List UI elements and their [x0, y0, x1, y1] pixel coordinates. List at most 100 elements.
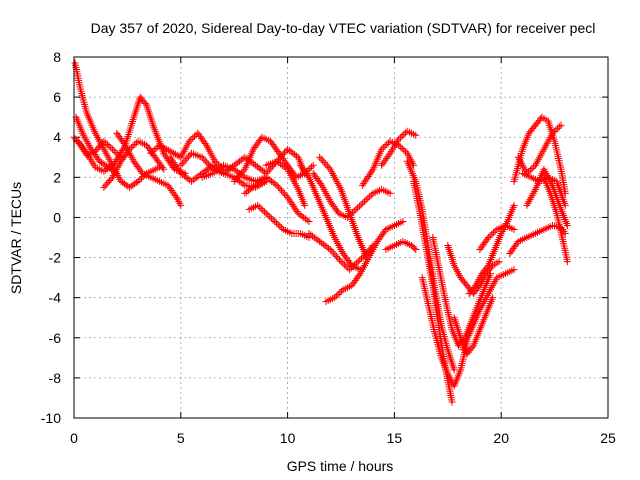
data-point: [395, 135, 403, 143]
data-point-marker: [321, 242, 329, 250]
data-point-marker: [187, 136, 195, 144]
data-point: [305, 229, 313, 237]
data-point-marker: [203, 158, 211, 166]
data-point-marker: [555, 123, 563, 131]
data-point-marker: [233, 174, 241, 182]
data-point: [273, 157, 281, 165]
data-point: [284, 145, 292, 153]
x-tick-label: 5: [177, 430, 185, 446]
data-point-marker: [264, 175, 272, 183]
data-point-marker: [107, 162, 115, 170]
x-tick-label: 20: [493, 430, 509, 446]
data-point-marker: [277, 187, 285, 195]
data-point-marker: [310, 234, 318, 241]
data-point-marker: [150, 146, 158, 154]
data-point: [448, 398, 456, 406]
data-point-marker: [137, 174, 145, 182]
data-point: [510, 201, 518, 209]
data-point-marker: [275, 159, 283, 167]
data-point-marker: [396, 134, 404, 142]
data-point-marker: [82, 148, 90, 156]
data-point-marker: [94, 156, 102, 164]
data-point-marker: [322, 160, 330, 168]
data-point-marker: [398, 132, 406, 140]
data-point-marker: [267, 214, 275, 222]
data-point-marker: [163, 145, 171, 153]
data-point-marker: [282, 192, 290, 200]
data-point: [548, 129, 556, 137]
data-point-marker: [175, 152, 183, 160]
data-point-marker: [202, 167, 210, 175]
y-tick-label: -2: [49, 250, 62, 266]
data-point-marker: [274, 221, 282, 229]
data-point: [209, 169, 217, 177]
data-point: [252, 161, 260, 169]
data-point-marker: [364, 194, 372, 202]
data-point-marker: [293, 208, 301, 216]
data-point: [331, 294, 339, 302]
data-point-marker: [191, 175, 199, 183]
data-point: [301, 201, 309, 209]
data-point-marker: [359, 253, 367, 261]
tick-labels: 0 5 10 15 20 25 -10 -8 -6 -4 -2 0 2 4 6 8: [41, 49, 616, 446]
data-point-marker: [129, 142, 137, 150]
y-tick-label: -10: [41, 410, 61, 426]
data-point-marker: [127, 144, 135, 152]
data-point-marker: [329, 249, 337, 257]
data-point-marker: [528, 165, 536, 173]
x-tick-label: 15: [387, 430, 403, 446]
data-point-marker: [243, 188, 251, 196]
data-point: [155, 141, 163, 149]
data-point-marker: [347, 264, 355, 272]
data-point-marker: [358, 254, 366, 262]
data-point-marker: [184, 175, 192, 183]
data-point: [316, 238, 324, 246]
data-point-marker: [285, 147, 293, 155]
data-point-marker: [325, 164, 333, 172]
data-point-marker: [530, 163, 538, 171]
data-point-marker: [276, 222, 284, 230]
data-point-marker: [170, 159, 178, 167]
data-point-marker: [268, 177, 276, 185]
data-point-marker: [161, 144, 169, 152]
data-point-marker: [356, 256, 364, 264]
data-point-marker: [161, 151, 169, 159]
data-point-marker: [103, 180, 111, 188]
data-point-marker: [201, 140, 209, 148]
data-point-marker: [189, 176, 197, 184]
data-point-marker: [282, 164, 290, 172]
data-point: [510, 225, 518, 233]
data-point-marker: [276, 160, 284, 168]
data-point: [495, 258, 503, 266]
data-point-marker: [385, 151, 393, 159]
data-point: [305, 217, 313, 225]
data-point-marker: [183, 154, 191, 162]
data-point-marker: [159, 143, 167, 151]
data-point-marker: [381, 142, 389, 150]
data-point: [326, 246, 334, 254]
data-point-marker: [364, 172, 372, 180]
data-point-marker: [347, 210, 355, 218]
data-point: [177, 201, 185, 209]
data-point: [489, 294, 497, 302]
y-axis-label: SDTVAR / TECUs: [8, 182, 24, 294]
data-point-marker: [223, 167, 231, 175]
data-point-marker: [259, 206, 267, 214]
data-point-marker: [255, 179, 263, 187]
data-point-marker: [171, 192, 179, 200]
data-point-marker: [253, 163, 261, 171]
data-point-marker: [179, 171, 187, 179]
data-point-marker: [189, 134, 197, 142]
data-point-marker: [132, 139, 140, 147]
data-point-marker: [349, 209, 357, 217]
y-tick-label: 8: [53, 49, 61, 65]
data-point-marker: [253, 180, 261, 188]
y-tick-label: -4: [49, 290, 62, 306]
data-point-marker: [212, 167, 220, 175]
data-point-marker: [216, 164, 224, 172]
data-point-marker: [285, 195, 293, 203]
data-point-marker: [237, 179, 245, 187]
data-point-marker: [334, 254, 342, 262]
data-point-marker: [110, 147, 118, 155]
data-point-marker: [290, 202, 298, 210]
